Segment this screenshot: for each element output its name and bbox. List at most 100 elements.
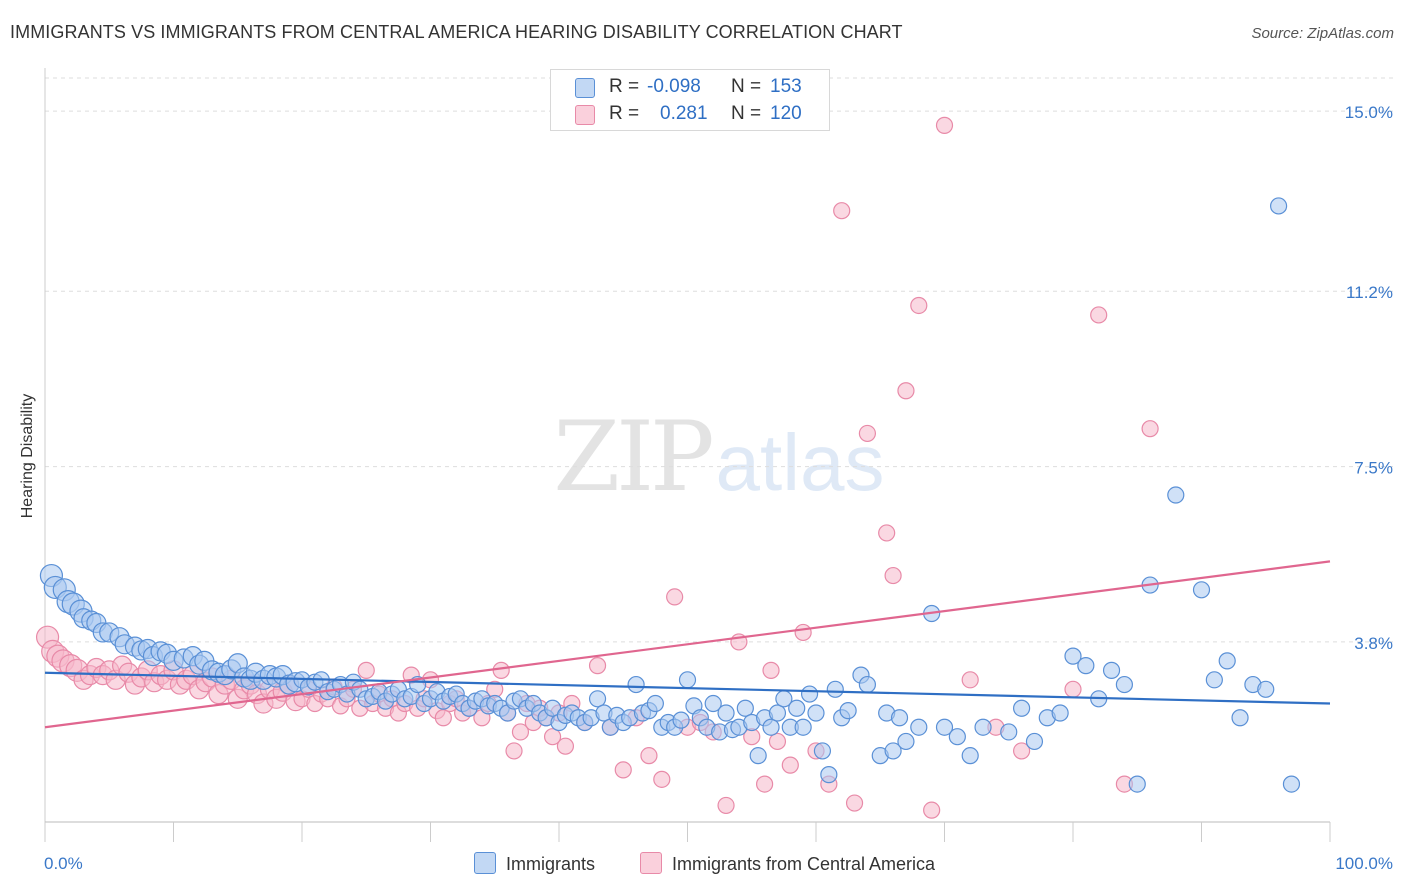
immigrants-point-135 bbox=[961, 747, 979, 765]
watermark-atlas: atlas bbox=[716, 418, 885, 507]
y-tick-label-2: 11.2% bbox=[1346, 283, 1393, 302]
immigrants-point-156 bbox=[1269, 197, 1288, 215]
immigrants-point-90 bbox=[627, 675, 645, 694]
r-value-central-america: 0.281 bbox=[660, 103, 708, 124]
immigrants-point-145 bbox=[1102, 661, 1121, 679]
stats-legend-row-central-america: R = 0.281 N = 120 bbox=[551, 101, 829, 128]
immigrants-point-120 bbox=[820, 766, 838, 784]
r-label: R = bbox=[609, 76, 640, 97]
immigrants-point-147 bbox=[1128, 775, 1146, 793]
immigrants-point-141 bbox=[1051, 704, 1069, 722]
y-tick-label-1: 7.5% bbox=[1354, 459, 1393, 478]
immigrants-point-109 bbox=[749, 747, 767, 765]
central-america-point-116 bbox=[1090, 306, 1108, 324]
central-america-point-99 bbox=[781, 756, 799, 774]
y-tick-label-0: 3.8% bbox=[1354, 634, 1393, 653]
immigrants-point-153 bbox=[1231, 709, 1249, 727]
trend-lines bbox=[44, 560, 1331, 729]
immigrants-point-131 bbox=[910, 718, 928, 736]
central-america-point-80 bbox=[556, 737, 575, 755]
immigrants-point-157 bbox=[1282, 775, 1301, 793]
central-america-point-97 bbox=[762, 661, 780, 679]
legend-label-immigrants: Immigrants bbox=[506, 854, 596, 874]
central-america-point-89 bbox=[666, 588, 684, 606]
immigrants-point-77 bbox=[543, 699, 562, 717]
central-america-point-111 bbox=[935, 116, 954, 134]
legend-swatch-blue bbox=[575, 78, 595, 98]
immigrants-point-134 bbox=[948, 728, 966, 746]
central-america-point-109 bbox=[910, 296, 928, 315]
immigrants-point-138 bbox=[1012, 699, 1031, 717]
series-immigrants-points bbox=[39, 197, 1301, 793]
trend-line-central-america bbox=[44, 560, 1331, 729]
trend-line-immigrants bbox=[44, 671, 1331, 705]
n-label: N = bbox=[731, 76, 762, 97]
central-america-point-115 bbox=[1064, 680, 1082, 698]
immigrants-point-111 bbox=[762, 718, 780, 736]
grid-lines bbox=[45, 77, 1395, 643]
immigrants-point-152 bbox=[1218, 652, 1236, 670]
immigrants-point-107 bbox=[736, 699, 754, 717]
central-america-point-62 bbox=[434, 709, 452, 727]
immigrants-point-104 bbox=[717, 704, 735, 722]
immigrants-point-129 bbox=[890, 709, 909, 727]
immigrants-point-121 bbox=[826, 680, 844, 698]
central-america-point-85 bbox=[614, 761, 632, 779]
immigrants-point-136 bbox=[974, 718, 992, 736]
immigrants-point-93 bbox=[646, 694, 664, 713]
immigrants-point-125 bbox=[858, 675, 877, 694]
immigrants-point-151 bbox=[1205, 671, 1223, 689]
n-value-central-america: 120 bbox=[770, 103, 802, 124]
immigrants-point-146 bbox=[1115, 675, 1134, 694]
immigrants-point-150 bbox=[1192, 581, 1211, 599]
immigrants-point-155 bbox=[1257, 680, 1275, 698]
immigrants-point-149 bbox=[1167, 486, 1185, 504]
axes bbox=[44, 68, 1331, 842]
x-tick-label-min: 0.0% bbox=[44, 854, 83, 873]
chart-title: IMMIGRANTS VS IMMIGRANTS FROM CENTRAL AM… bbox=[10, 22, 903, 42]
immigrants-point-130 bbox=[897, 732, 915, 751]
central-america-point-88 bbox=[653, 770, 671, 788]
central-america-point-107 bbox=[884, 566, 902, 585]
legend-item-immigrants: Immigrants bbox=[474, 852, 595, 875]
central-america-point-108 bbox=[897, 382, 915, 400]
central-america-point-87 bbox=[640, 747, 658, 765]
source-label: Source: ZipAtlas.com bbox=[1251, 25, 1394, 42]
immigrants-point-123 bbox=[839, 702, 857, 720]
central-america-point-96 bbox=[755, 775, 774, 793]
central-america-point-105 bbox=[858, 424, 877, 443]
immigrants-point-137 bbox=[1000, 723, 1018, 741]
n-value-immigrants: 153 bbox=[770, 76, 802, 97]
r-value-immigrants: -0.098 bbox=[647, 76, 701, 97]
legend-label-central-america: Immigrants from Central America bbox=[672, 854, 936, 874]
legend-swatch-pink bbox=[575, 105, 595, 125]
central-america-point-72 bbox=[505, 742, 523, 760]
central-america-point-98 bbox=[768, 732, 787, 751]
tick-labels: 3.8% 7.5% 11.2% 15.0% 0.0% 100.0% bbox=[44, 103, 1393, 873]
stats-legend: R = -0.098 N = 153 R = 0.281 N = 120 bbox=[550, 69, 830, 131]
n-label: N = bbox=[731, 103, 762, 124]
central-america-point-93 bbox=[717, 796, 735, 815]
immigrants-point-143 bbox=[1077, 657, 1095, 675]
immigrants-point-102 bbox=[704, 694, 722, 713]
central-america-point-103 bbox=[833, 202, 851, 220]
r-label: R = bbox=[609, 103, 640, 124]
central-america-point-114 bbox=[1012, 742, 1031, 760]
immigrants-point-116 bbox=[794, 718, 812, 736]
watermark-zip: ZIP bbox=[553, 401, 712, 513]
immigrants-point-98 bbox=[678, 671, 697, 689]
stats-legend-row-immigrants: R = -0.098 N = 153 bbox=[551, 74, 829, 101]
central-america-point-83 bbox=[588, 657, 607, 675]
x-tick-label-max: 100.0% bbox=[1335, 854, 1393, 873]
immigrants-point-115 bbox=[788, 699, 806, 717]
central-america-point-106 bbox=[878, 524, 896, 542]
immigrants-point-142 bbox=[1064, 647, 1082, 665]
central-america-point-70 bbox=[492, 661, 510, 679]
legend-swatch-pink bbox=[640, 852, 662, 874]
immigrants-point-97 bbox=[672, 711, 690, 729]
immigrants-point-117 bbox=[800, 685, 819, 703]
immigrants-point-84 bbox=[588, 690, 607, 708]
central-america-point-104 bbox=[845, 794, 864, 812]
watermark: ZIP atlas bbox=[553, 401, 884, 513]
